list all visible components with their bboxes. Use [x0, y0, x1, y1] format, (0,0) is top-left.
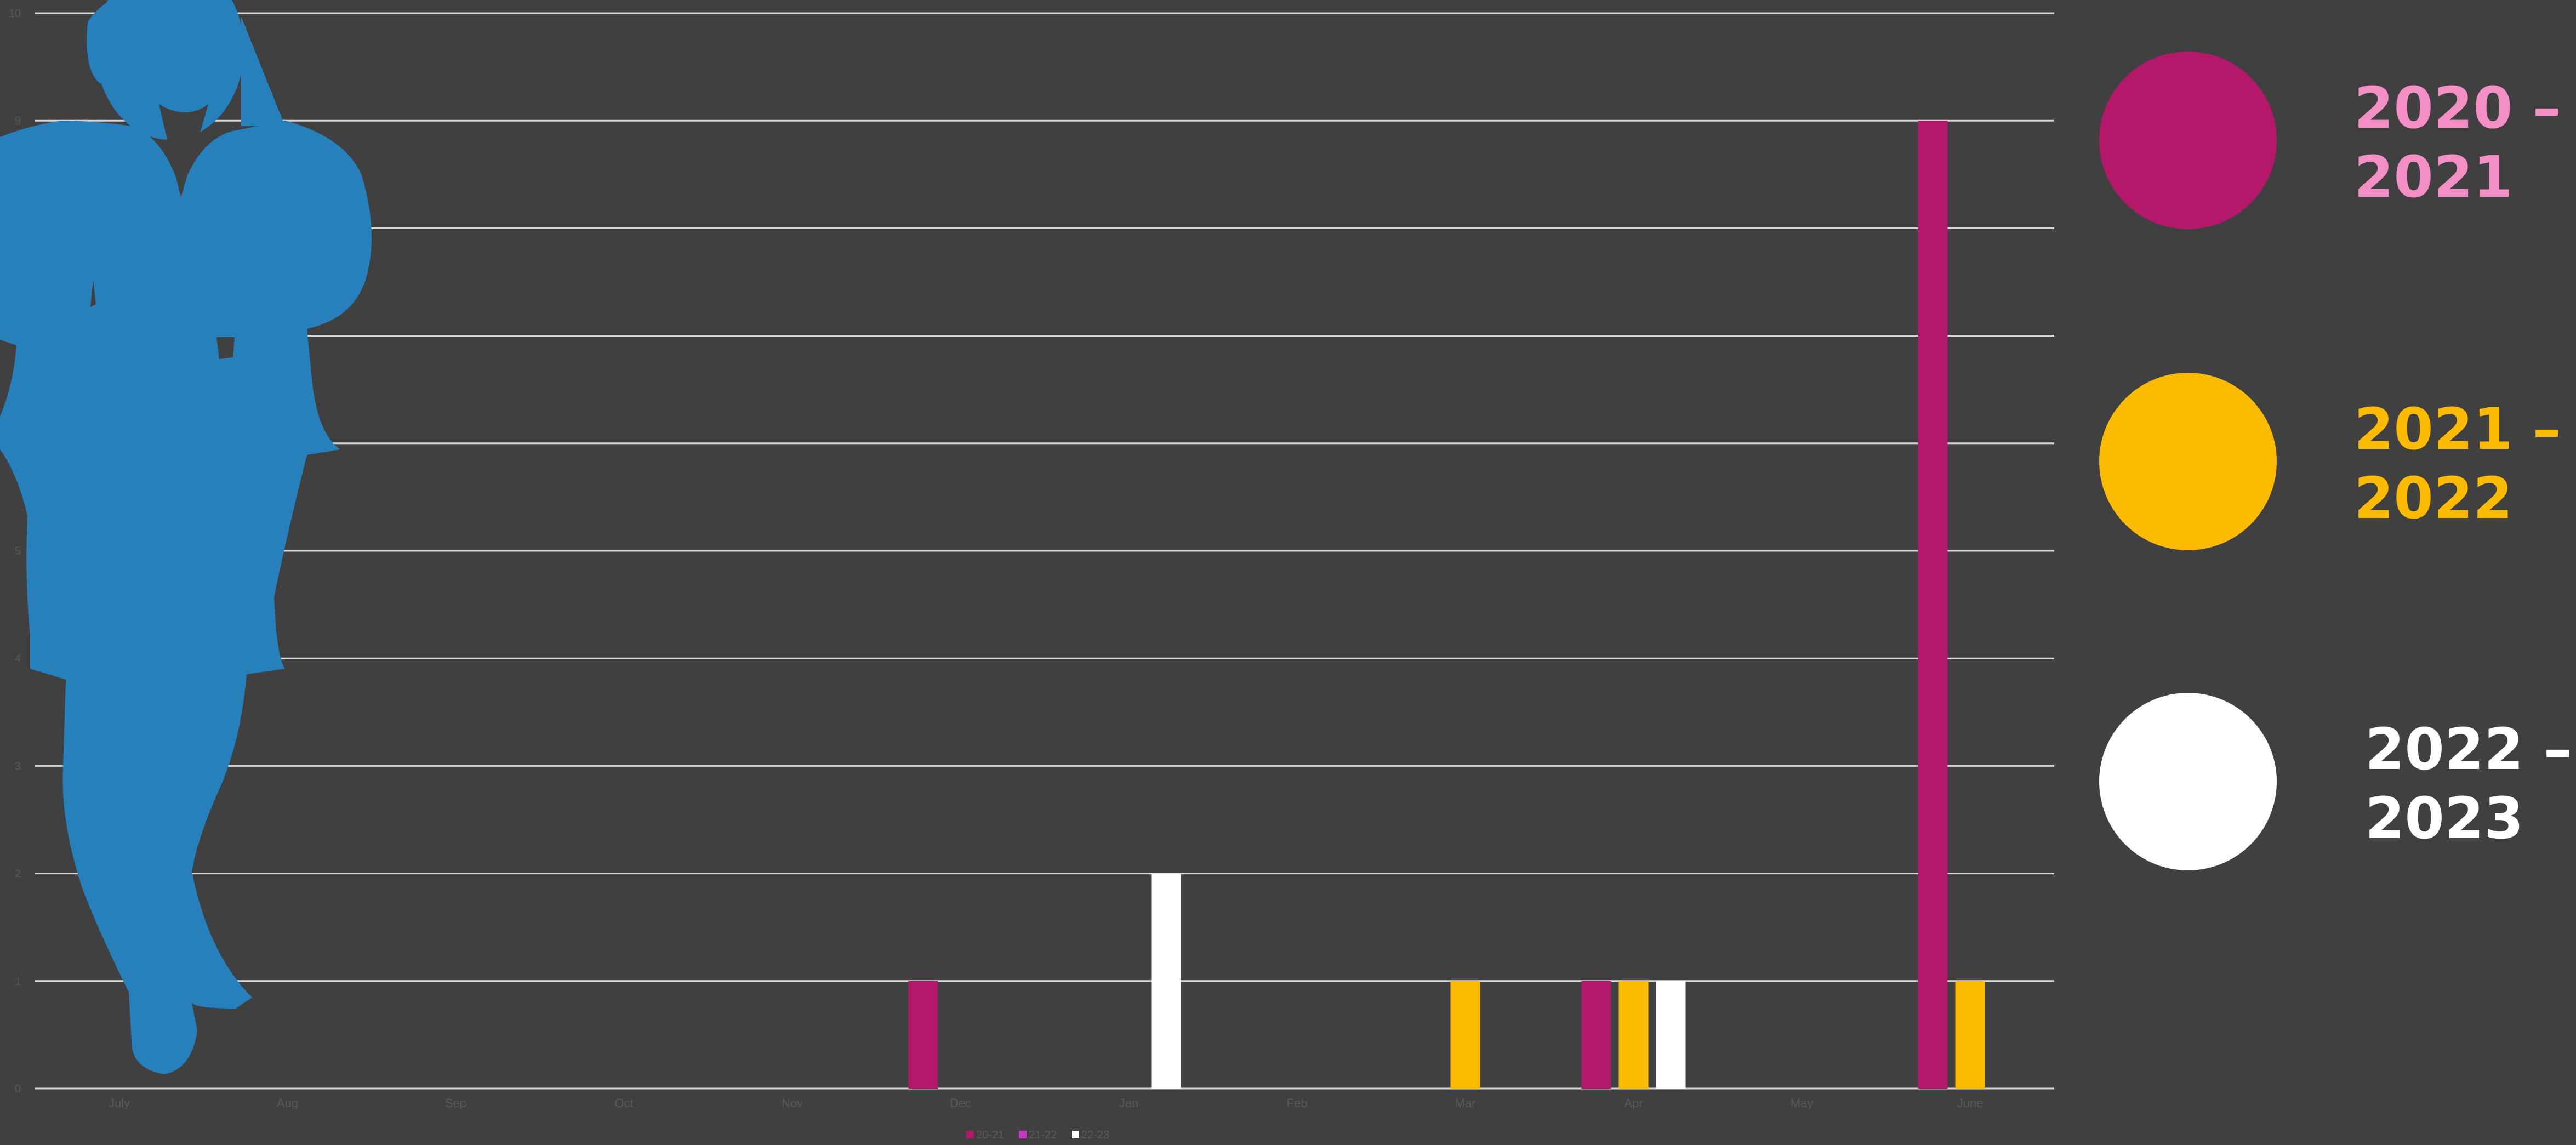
bar-20-21-Dec: [908, 981, 938, 1089]
x-tick-label: Sep: [445, 1096, 466, 1110]
x-tick-label: Feb: [1287, 1096, 1308, 1110]
bottom-legend: 20-21 21-22 22-23: [966, 1129, 1109, 1141]
businesswoman-silhouette-icon: [0, 0, 372, 1074]
y-tick-label: 3: [15, 760, 21, 772]
y-tick-label: 5: [15, 545, 21, 557]
bars: [908, 121, 1985, 1089]
x-tick-label: Oct: [614, 1096, 633, 1110]
x-tick-label: Nov: [782, 1096, 803, 1110]
legend-dot-2022-2023: [2099, 693, 2277, 870]
gridlines: [35, 12, 2054, 1090]
bottom-legend-label: 22-23: [1081, 1129, 1109, 1141]
x-tick-label: July: [109, 1096, 130, 1110]
bar-20-21-June: [1918, 121, 1948, 1089]
bottom-legend-label: 21-22: [1029, 1129, 1057, 1141]
x-tick-label: Jan: [1119, 1096, 1138, 1110]
y-tick-label: 10: [9, 8, 21, 20]
y-tick-label: 9: [15, 115, 21, 127]
x-tick-label: May: [1791, 1096, 1814, 1110]
y-tick-label: 0: [15, 1083, 21, 1095]
y-tick-label: 1: [15, 976, 21, 988]
bar-20-21-Apr: [1581, 981, 1611, 1089]
legend-item-2020-2021: 2020 – 2021: [2099, 52, 2561, 238]
bar-22-23-Apr: [1656, 981, 1686, 1089]
bar-21-22-June: [1955, 981, 1985, 1089]
x-tick-label: Apr: [1624, 1096, 1643, 1110]
legend-label-2021-2022: 2021 – 2022: [2354, 396, 2561, 532]
legend-label-2020-2021: 2020 – 2021: [2354, 75, 2561, 210]
bar-21-22-Apr: [1618, 981, 1649, 1089]
legend-label-2022-2023: 2022 – 2023: [2365, 716, 2572, 852]
bottom-legend-swatch: [966, 1131, 974, 1138]
y-tick-label: 4: [15, 653, 21, 665]
bar-21-22-Mar: [1450, 981, 1480, 1089]
bottom-legend-swatch: [1019, 1131, 1027, 1138]
x-tick-label: Aug: [277, 1096, 298, 1110]
legend-item-2022-2023: 2022 – 2023: [2099, 693, 2572, 879]
x-axis-tick-labels: July Aug Sep Oct Nov Dec Jan Feb Mar Apr May June: [109, 1096, 1983, 1110]
legend-item-2021-2022: 2021 – 2022: [2099, 373, 2561, 559]
x-tick-label: Mar: [1455, 1096, 1476, 1110]
legend-dot-2021-2022: [2099, 373, 2277, 550]
x-tick-label: Dec: [950, 1096, 971, 1110]
bar-22-23-Jan: [1151, 873, 1181, 1089]
x-tick-label: June: [1957, 1096, 1984, 1110]
y-tick-label: 2: [15, 868, 21, 880]
legend-dot-2020-2021: [2099, 52, 2277, 229]
silhouette-details: [90, 104, 235, 359]
bar-chart: 012345678910 JulyAugSepOctNovDecJanFebMa…: [0, 0, 2054, 1141]
bottom-legend-label: 20-21: [976, 1129, 1004, 1141]
bottom-legend-swatch: [1072, 1131, 1079, 1138]
